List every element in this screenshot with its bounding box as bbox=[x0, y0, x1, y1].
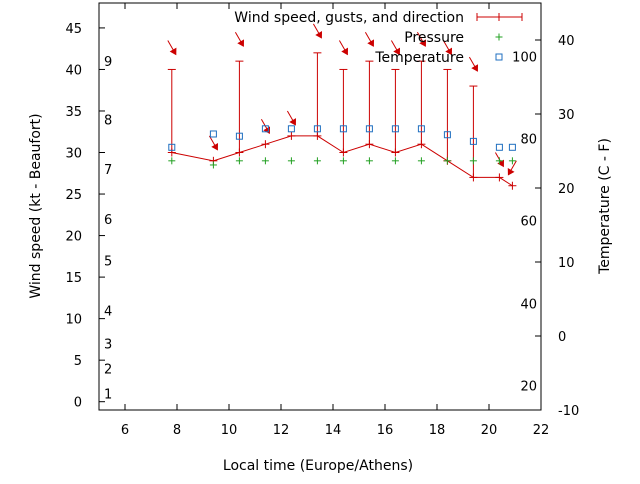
y-tick-label: 35 bbox=[65, 105, 82, 120]
y-tick-label: 20 bbox=[65, 230, 82, 245]
temperature-point bbox=[508, 143, 516, 151]
temperature-point bbox=[313, 125, 321, 133]
legend-label: Wind speed, gusts, and direction bbox=[234, 10, 464, 26]
y2-tick-label: 40 bbox=[558, 34, 575, 49]
y-tick-label: 5 bbox=[74, 354, 82, 369]
y2-axis-title: Temperature (C - F) bbox=[597, 138, 613, 275]
beaufort-label: 3 bbox=[104, 338, 112, 353]
x-tick-label: 14 bbox=[325, 423, 342, 438]
temperature-point bbox=[168, 143, 176, 151]
direction-arrow-head bbox=[367, 39, 375, 47]
direction-arrow-head bbox=[315, 31, 323, 39]
legend-label: Temperature bbox=[374, 50, 464, 66]
direction-arrow-head bbox=[289, 118, 297, 126]
legend-temperature-square bbox=[495, 53, 503, 61]
beaufort-label: 9 bbox=[104, 55, 112, 70]
direction-arrow-head bbox=[393, 47, 401, 56]
direction-arrow-head bbox=[211, 143, 219, 151]
beaufort-label: 2 bbox=[104, 362, 112, 377]
direction-arrow-head bbox=[445, 47, 453, 56]
marks-layer bbox=[167, 23, 517, 190]
x-tick-label: 10 bbox=[221, 423, 238, 438]
y-tick-label: 30 bbox=[65, 147, 82, 162]
beaufort-label: 7 bbox=[104, 163, 112, 178]
y2-tick-label: -10 bbox=[558, 404, 579, 419]
legend-label: Pressure bbox=[404, 30, 464, 46]
y-tick-label: 15 bbox=[65, 271, 82, 286]
temperature-point bbox=[287, 125, 295, 133]
temperature-point bbox=[417, 125, 425, 133]
temperature-point bbox=[391, 125, 399, 133]
beaufort-label: 6 bbox=[104, 213, 112, 228]
y-axis-title: Wind speed (kt - Beaufort) bbox=[28, 113, 44, 298]
plot-area bbox=[98, 2, 542, 411]
y2-tick-label: 20 bbox=[558, 182, 575, 197]
x-tick-label: 6 bbox=[121, 423, 129, 438]
temperature-point bbox=[365, 125, 373, 133]
y-tick-label: 25 bbox=[65, 188, 82, 203]
temperature-point bbox=[339, 125, 347, 133]
y-tick-label: 10 bbox=[65, 313, 82, 328]
y2-tick-label: 0 bbox=[558, 330, 566, 345]
y-tick-label: 0 bbox=[74, 396, 82, 411]
y-tick-label: 45 bbox=[65, 22, 82, 37]
y-tick-label: 40 bbox=[65, 63, 82, 78]
beaufort-label: 5 bbox=[104, 254, 112, 269]
ticks-layer: 6 8 10 12 14 16 18 20 22051015202530354045123456… bbox=[65, 3, 579, 438]
direction-arrow-head bbox=[341, 47, 349, 56]
x-tick-label: 18 bbox=[429, 423, 446, 438]
beaufort-label: 4 bbox=[104, 304, 112, 319]
legend: Wind speed, gusts, and direction Pressure… bbox=[234, 10, 523, 66]
x-tick-label: 22 bbox=[533, 423, 550, 438]
fahrenheit-label: 100 bbox=[512, 50, 537, 65]
temperature-point bbox=[495, 143, 503, 151]
fahrenheit-label: 40 bbox=[520, 297, 537, 312]
direction-arrow-head bbox=[497, 159, 505, 168]
temperature-point bbox=[469, 137, 477, 145]
beaufort-label: 1 bbox=[104, 387, 112, 402]
fahrenheit-label: 60 bbox=[520, 215, 537, 230]
x-axis-title: Local time (Europe/Athens) bbox=[223, 458, 413, 474]
x-tick-label: 8 bbox=[173, 423, 181, 438]
fahrenheit-label: 80 bbox=[520, 132, 537, 147]
direction-arrow-head bbox=[471, 64, 479, 72]
direction-arrow-head bbox=[419, 39, 427, 47]
wind-speed-line bbox=[171, 135, 513, 187]
y2-tick-label: 10 bbox=[558, 256, 575, 271]
x-tick-label: 12 bbox=[273, 423, 290, 438]
temperature-point bbox=[235, 132, 243, 140]
direction-arrow-head bbox=[237, 39, 245, 47]
direction-arrow-head bbox=[169, 47, 177, 56]
x-tick-label: 20 bbox=[481, 423, 498, 438]
beaufort-label: 8 bbox=[104, 113, 112, 128]
direction-arrow-head bbox=[507, 167, 515, 176]
fahrenheit-label: 20 bbox=[520, 380, 537, 395]
x-tick-label: 16 bbox=[377, 423, 394, 438]
temperature-point bbox=[209, 130, 217, 138]
y2-tick-label: 30 bbox=[558, 108, 575, 123]
temperature-point bbox=[443, 131, 451, 139]
temperature-point bbox=[261, 125, 269, 133]
